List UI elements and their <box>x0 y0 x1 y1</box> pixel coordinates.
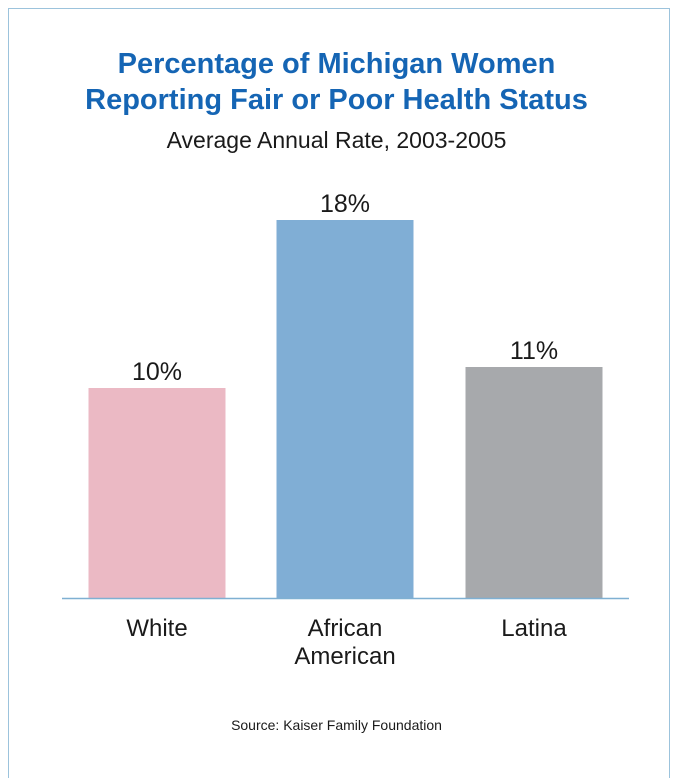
chart-frame <box>8 8 670 778</box>
bar-white <box>88 388 226 598</box>
category-label: White <box>126 615 187 642</box>
value-label: 10% <box>132 358 182 386</box>
value-label: 11% <box>510 337 558 365</box>
bar-latina <box>465 367 603 598</box>
chart-title-line-2: Reporting Fair or Poor Health Status <box>85 84 588 116</box>
bar-african-american <box>276 220 414 598</box>
value-label: 18% <box>320 190 370 218</box>
chart-title-line-1: Percentage of Michigan Women <box>117 48 556 80</box>
category-label: American <box>294 643 395 670</box>
category-label: African <box>308 615 383 642</box>
chart-subtitle: Average Annual Rate, 2003-2005 <box>166 127 507 153</box>
category-label: Latina <box>501 615 567 642</box>
source-note: Source: Kaiser Family Foundation <box>231 717 442 733</box>
